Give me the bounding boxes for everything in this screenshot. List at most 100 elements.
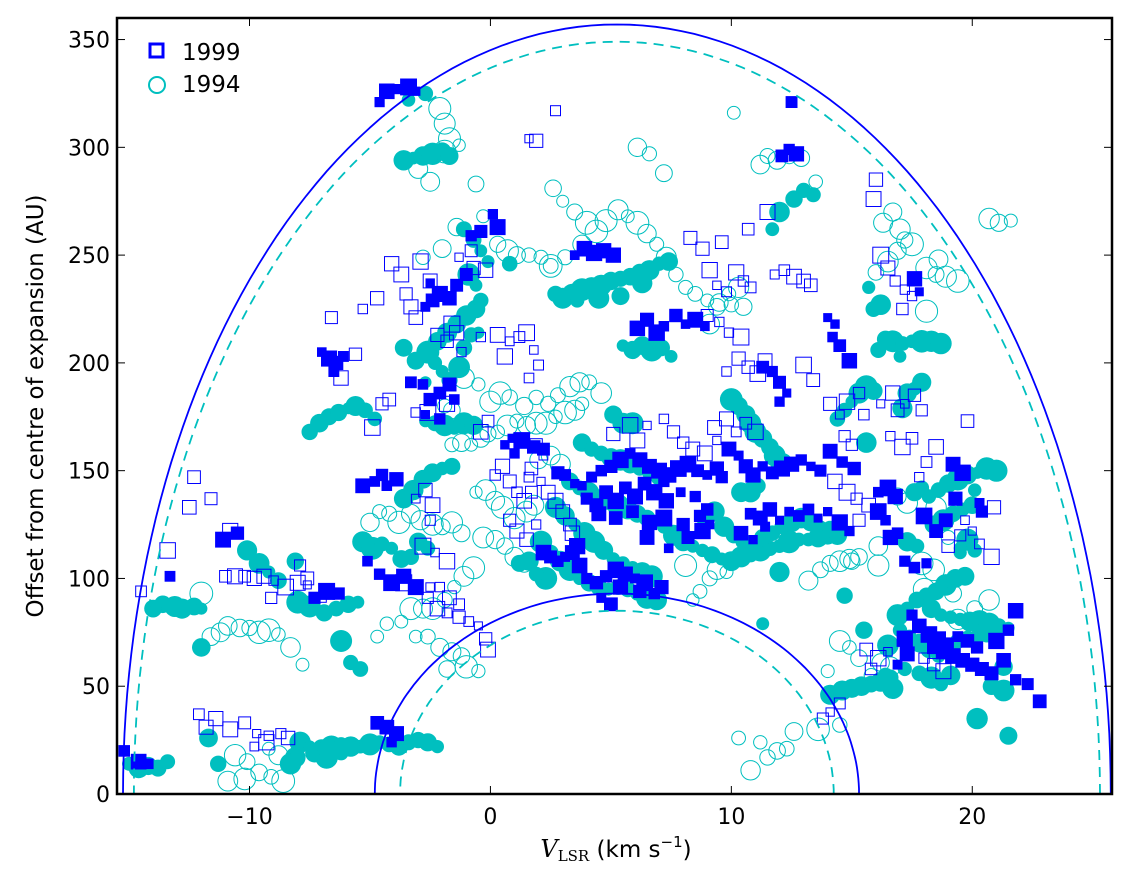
point-1994	[768, 742, 786, 760]
point-1999	[403, 299, 419, 315]
point-1994	[370, 629, 385, 644]
point-1999	[696, 445, 713, 462]
point-1999	[384, 256, 400, 272]
point-1999	[513, 331, 526, 344]
point-1994	[882, 677, 904, 700]
point-1999	[795, 356, 812, 374]
point-1999	[693, 509, 707, 522]
x-tick-label: 0	[483, 805, 497, 830]
point-1994	[708, 298, 726, 316]
point-1999	[663, 543, 674, 554]
point-1999	[775, 515, 785, 525]
point-1994	[649, 236, 665, 252]
point-1994	[664, 350, 678, 363]
point-1999	[418, 482, 433, 498]
point-1999	[369, 476, 381, 487]
point-1999	[929, 524, 944, 538]
point-1999	[883, 647, 893, 657]
point-1994	[842, 640, 857, 655]
point-1999	[712, 435, 722, 446]
point-1999	[701, 262, 718, 279]
point-1994	[868, 536, 889, 556]
point-1999	[694, 522, 711, 540]
point-1994	[820, 684, 841, 705]
point-1999	[317, 347, 327, 357]
point-1994	[759, 749, 776, 766]
point-1994	[144, 599, 163, 618]
point-1999	[1021, 678, 1034, 691]
y-tick-label: 150	[68, 460, 110, 485]
point-1999	[831, 514, 848, 531]
point-1999	[529, 345, 539, 355]
point-1994	[528, 566, 544, 582]
point-1999	[782, 388, 792, 398]
point-1999	[844, 525, 855, 537]
point-1994	[333, 745, 349, 761]
shell-1999-inner	[373, 592, 860, 794]
point-1994	[877, 634, 899, 657]
point-1999	[550, 105, 561, 117]
point-1994	[316, 741, 332, 757]
point-1999	[954, 464, 971, 482]
point-1994	[985, 459, 1008, 482]
point-1994	[471, 377, 486, 392]
point-1999	[975, 505, 988, 518]
point-1994	[548, 409, 563, 424]
point-1999	[795, 454, 807, 466]
point-1999	[823, 396, 838, 411]
y-tick-label: 200	[68, 352, 110, 377]
point-1999	[728, 264, 745, 281]
point-1994	[479, 390, 502, 413]
point-1994	[433, 112, 456, 135]
point-1994	[443, 457, 461, 475]
point-1994	[509, 413, 525, 429]
point-1994	[934, 265, 957, 288]
point-1999	[723, 327, 735, 338]
point-1999	[479, 632, 493, 646]
point-1999	[375, 468, 389, 482]
point-1999	[715, 471, 728, 484]
point-1999	[480, 641, 496, 658]
point-1999	[389, 472, 404, 487]
point-1994	[210, 755, 227, 772]
point-1999	[868, 172, 884, 187]
point-1999	[434, 581, 446, 593]
point-1999	[757, 461, 768, 472]
point-1994	[719, 565, 734, 579]
point-1994	[367, 411, 383, 427]
point-1999	[487, 209, 499, 220]
point-1999	[408, 310, 424, 325]
point-1994	[440, 147, 459, 165]
point-1994	[927, 266, 945, 283]
point-1999	[760, 521, 771, 532]
point-1999	[215, 531, 232, 548]
point-1994	[922, 558, 946, 582]
point-1994	[843, 552, 861, 570]
point-1999	[796, 273, 811, 289]
point-1999	[420, 410, 430, 420]
point-1999	[430, 547, 440, 558]
point-1994	[452, 138, 466, 152]
point-1999	[691, 464, 705, 478]
point-1999	[719, 411, 734, 427]
point-1999	[440, 334, 454, 349]
point-1994	[524, 411, 548, 435]
point-1999	[410, 493, 421, 504]
point-1999	[954, 529, 967, 542]
point-1999	[456, 347, 467, 358]
point-1999	[222, 721, 239, 738]
point-1999	[967, 526, 977, 536]
point-1999	[899, 284, 911, 295]
point-1999	[187, 470, 201, 484]
point-1994	[784, 722, 804, 741]
point-1999	[827, 331, 838, 343]
point-1994	[641, 146, 658, 162]
point-1999	[996, 653, 1011, 668]
point-1999	[421, 591, 434, 604]
point-1999	[442, 590, 457, 606]
point-1999	[921, 558, 932, 569]
point-1994	[515, 500, 538, 523]
point-1994	[989, 213, 1008, 232]
point-1999	[806, 373, 821, 388]
point-1994	[357, 402, 373, 419]
